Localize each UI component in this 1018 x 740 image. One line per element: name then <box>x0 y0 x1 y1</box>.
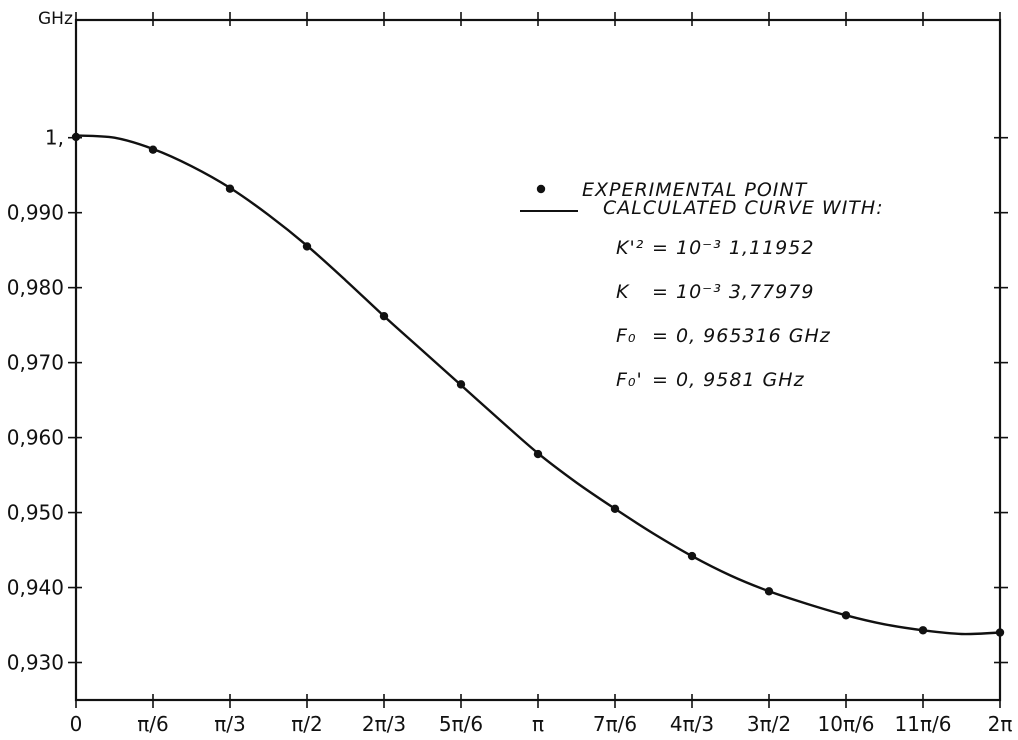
legend-point-label: EXPERIMENTAL POINT <box>582 179 808 201</box>
experimental-point <box>764 587 774 596</box>
y-tick-label: 0,940 <box>7 576 64 600</box>
legend-param-name: K'² <box>616 237 644 259</box>
legend-param-name: K <box>616 281 630 303</box>
experimental-point <box>841 611 851 620</box>
experimental-point <box>995 628 1005 637</box>
legend-param-name: F₀ <box>616 325 637 347</box>
x-tick-label: 10π/6 <box>818 712 875 736</box>
legend-param-value: 0, 9581 GHz <box>676 369 805 391</box>
y-tick-label: 1, <box>45 126 64 150</box>
y-tick-label: 0,970 <box>7 351 64 375</box>
x-tick-label: π/2 <box>291 712 323 736</box>
x-tick-label: 7π/6 <box>593 712 637 736</box>
experimental-point <box>456 380 466 389</box>
axes <box>74 18 1002 702</box>
experimental-point <box>148 145 158 154</box>
experimental-point <box>379 311 389 321</box>
x-tick-label: 2π <box>988 712 1013 736</box>
legend-param-equals: = <box>652 237 669 259</box>
legend-param-equals: = <box>652 369 669 391</box>
y-tick-label: 0,950 <box>7 501 64 525</box>
legend-param-value: 10⁻³ 3,77979 <box>676 281 814 303</box>
legend-point-marker <box>536 184 546 194</box>
experimental-point <box>533 449 543 459</box>
legend-param-equals: = <box>652 325 669 347</box>
x-tick-label: 3π/2 <box>747 712 791 736</box>
experimental-point <box>687 551 697 561</box>
y-axis-label: GHz <box>38 9 73 29</box>
x-tick-label: 4π/3 <box>670 712 714 736</box>
y-ticks: 1, 0,990 0,980 0,970 0,960 0,950 0,940 0,930 <box>7 126 1008 675</box>
x-tick-label: π <box>532 712 544 736</box>
y-tick-label: 0,930 <box>7 651 64 675</box>
plot-frame <box>74 18 1002 702</box>
experimental-point <box>918 626 928 635</box>
experimental-point <box>71 132 81 142</box>
legend-curve-label: CALCULATED CURVE WITH: <box>603 197 884 219</box>
legend-param-value: 10⁻³ 1,11952 <box>676 237 814 259</box>
experimental-point <box>225 184 235 193</box>
x-tick-label: 11π/6 <box>895 712 952 736</box>
x-tick-label: 0 <box>70 712 83 736</box>
x-tick-label: π/6 <box>137 712 169 736</box>
x-tick-label: π/3 <box>214 712 246 736</box>
legend-param-equals: = <box>652 281 669 303</box>
experimental-point <box>302 242 312 251</box>
x-tick-label: 2π/3 <box>362 712 406 736</box>
legend-param-value: 0, 965316 GHz <box>676 325 831 347</box>
x-tick-label: 5π/6 <box>439 712 483 736</box>
y-tick-label: 0,960 <box>7 426 64 450</box>
y-tick-label: 0,980 <box>7 276 64 300</box>
legend-param-name: F₀' <box>616 369 643 391</box>
y-tick-label: 0,990 <box>7 201 64 225</box>
x-ticks: 0 π/6 π/3 π/2 2π/3 5π/6 π 7π/6 4π/3 3π/2 10π/6 11π/… <box>70 12 1013 736</box>
experimental-point <box>610 504 620 514</box>
experimental-points <box>71 132 1005 637</box>
